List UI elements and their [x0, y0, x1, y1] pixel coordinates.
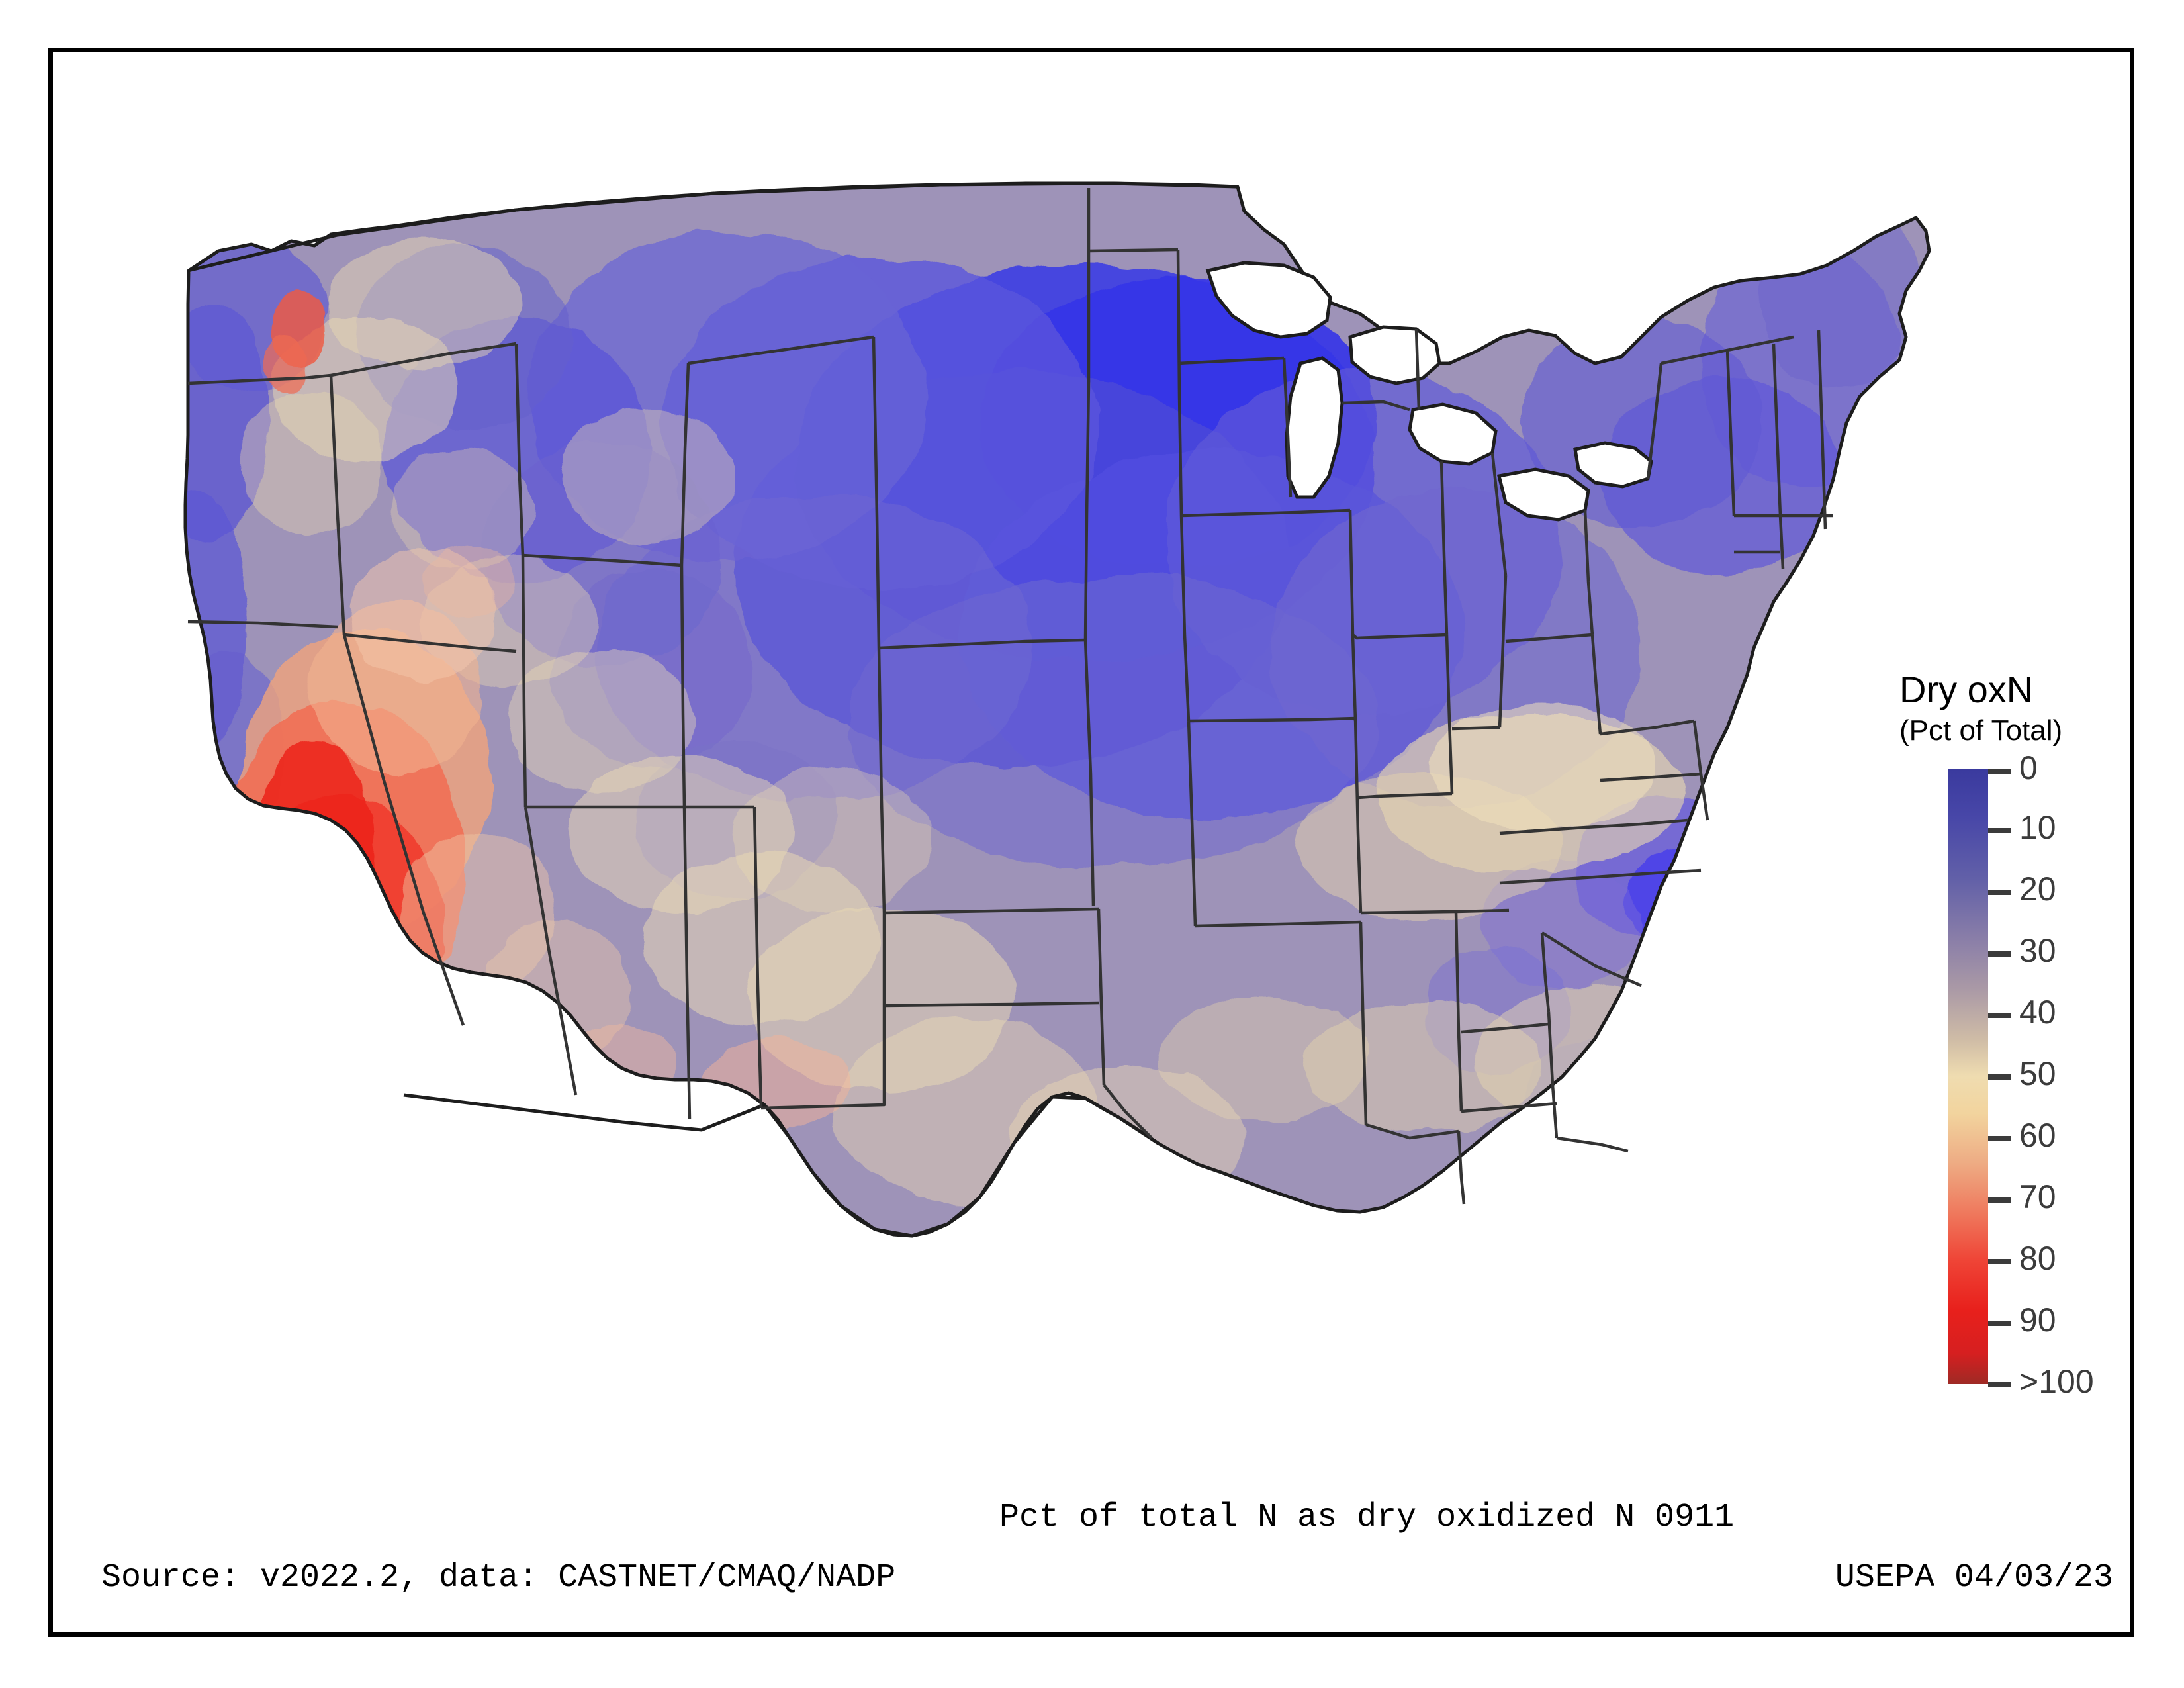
colorbar-label-0: 0	[2019, 749, 2038, 786]
agency-date: USEPA 04/03/23	[1835, 1559, 2113, 1597]
colorbar-label-70: 70	[2019, 1178, 2056, 1215]
source-note: Source: v2022.2, data: CASTNET/CMAQ/NADP	[101, 1559, 896, 1597]
us-deposition-map	[53, 52, 1946, 1476]
colorbar: 0 10 20 30 40 50 60 70 80 90	[1948, 751, 2173, 1404]
colorbar-tick-70	[1988, 1197, 2011, 1203]
colorbar-tick-10	[1988, 828, 2011, 833]
colorbar-tick-90	[1988, 1321, 2011, 1326]
colorbar-gradient	[1948, 769, 1988, 1384]
colorbar-tick-60	[1988, 1136, 2011, 1141]
colorbar-label-20: 20	[2019, 870, 2056, 908]
colorbar-label-90: 90	[2019, 1301, 2056, 1338]
legend: Dry oxN (Pct of Total) 0 10 20 30 40 50 …	[1899, 668, 2184, 1449]
map-caption: Pct of total N as dry oxidized N 0911	[999, 1499, 1735, 1536]
colorbar-label-50: 50	[2019, 1055, 2056, 1092]
figure-frame: Dry oxN (Pct of Total) 0 10 20 30 40 50 …	[48, 48, 2134, 1637]
legend-subtitle: (Pct of Total)	[1899, 714, 2063, 747]
colorbar-label-60: 60	[2019, 1117, 2056, 1154]
colorbar-label-40: 40	[2019, 994, 2056, 1031]
colorbar-tick-0	[1988, 769, 2011, 774]
colorbar-label-80: 80	[2019, 1240, 2056, 1277]
colorbar-tick-40	[1988, 1013, 2011, 1018]
colorbar-tick-30	[1988, 951, 2011, 957]
colorbar-label-10: 10	[2019, 809, 2056, 846]
colorbar-label-30: 30	[2019, 932, 2056, 969]
legend-title: Dry oxN	[1899, 669, 2034, 710]
colorbar-tick-20	[1988, 890, 2011, 895]
map-panel	[53, 52, 1946, 1476]
international-borders	[187, 181, 1238, 1238]
colorbar-label-100: >100	[2019, 1363, 2094, 1400]
colorbar-tick-50	[1988, 1074, 2011, 1080]
colorbar-tick-100	[1988, 1382, 2011, 1387]
us-outline	[183, 181, 1931, 1238]
state-borders	[187, 188, 1833, 1205]
colorbar-tick-80	[1988, 1259, 2011, 1264]
